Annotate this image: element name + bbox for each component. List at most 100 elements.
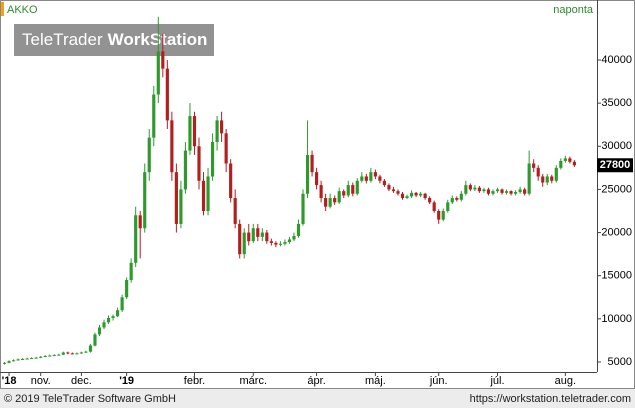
candle-body xyxy=(179,189,183,224)
interval: naponta xyxy=(553,4,594,16)
candle-body xyxy=(11,360,16,362)
candle-body xyxy=(138,215,142,229)
candle-body xyxy=(210,141,215,177)
candle-body xyxy=(342,191,346,196)
symbol-marker xyxy=(1,2,4,16)
candle-body xyxy=(43,355,47,357)
candle-body xyxy=(382,180,387,186)
y-tick-label: 20000 xyxy=(601,226,632,238)
candle-body xyxy=(111,316,115,318)
candle-body xyxy=(391,189,396,192)
candle-body xyxy=(120,297,124,311)
candle-body xyxy=(125,280,129,298)
candle-body xyxy=(504,191,509,193)
candle-body xyxy=(88,345,93,352)
candle-body xyxy=(518,189,522,193)
candle-body xyxy=(486,189,491,194)
candle-body xyxy=(455,198,459,200)
candle-body xyxy=(161,51,165,69)
candle-body xyxy=(238,223,242,255)
candle-body xyxy=(310,154,314,173)
candle-body xyxy=(152,94,156,138)
candle-body xyxy=(70,353,74,355)
candle-body xyxy=(2,362,7,364)
candle-body xyxy=(192,116,197,147)
candle-body xyxy=(482,189,486,192)
candle-body xyxy=(541,176,545,183)
candle-body xyxy=(84,351,88,353)
x-tick-label: júl. xyxy=(489,375,504,387)
candle-body xyxy=(224,133,228,164)
candle-body xyxy=(97,327,102,335)
candle-body xyxy=(405,196,409,199)
y-tick-label: 10000 xyxy=(601,313,632,325)
candle-body xyxy=(400,193,405,199)
candle-body xyxy=(156,51,160,95)
candle-body xyxy=(66,352,70,354)
candle-body xyxy=(260,232,264,237)
candle-body xyxy=(414,192,418,196)
candle-body xyxy=(21,358,25,360)
candle-body xyxy=(554,167,558,181)
candle-body xyxy=(143,172,147,229)
candle-body xyxy=(129,262,133,281)
candle-body xyxy=(16,359,20,361)
x-tick-label: dec. xyxy=(71,375,92,387)
x-tick-label: márc. xyxy=(240,375,268,387)
candle-body xyxy=(206,176,210,211)
x-tick-label: máj. xyxy=(365,375,386,387)
candle-body xyxy=(523,189,527,194)
candle-body xyxy=(559,160,563,168)
x-tick-label: aug. xyxy=(555,375,576,387)
candle-body xyxy=(360,176,364,181)
candle-body xyxy=(147,137,151,173)
candle-body xyxy=(351,185,355,194)
candle-body xyxy=(477,187,481,192)
copyright: © 2019 TeleTrader Software GmbH xyxy=(4,393,176,405)
candle-body xyxy=(346,185,350,196)
candle-body xyxy=(491,191,495,194)
candle-body xyxy=(165,68,169,121)
y-tick-label: 40000 xyxy=(601,54,632,66)
candle-body xyxy=(201,180,206,211)
candle-body xyxy=(233,198,237,224)
candle-body xyxy=(355,180,359,194)
candle-body xyxy=(315,172,319,186)
last-price-box xyxy=(597,158,633,173)
x-tick-label: ápr. xyxy=(307,375,325,387)
candle-body xyxy=(247,232,251,242)
candle-body xyxy=(75,353,79,355)
candle-body xyxy=(468,185,472,190)
candle-body xyxy=(292,236,296,240)
candle-body xyxy=(305,154,310,194)
candle-body xyxy=(550,176,554,181)
candle-body xyxy=(265,232,269,242)
y-tick-label: 15000 xyxy=(601,270,632,282)
candle-body xyxy=(495,189,500,192)
candle-body xyxy=(328,198,332,207)
candle-body xyxy=(242,232,246,255)
watermark-part: WorkStation xyxy=(108,30,208,49)
candle-body xyxy=(387,185,391,190)
x-tick-label: '19 xyxy=(119,375,134,387)
candle-body xyxy=(432,202,436,211)
candle-body xyxy=(324,198,328,207)
candle-body xyxy=(134,215,138,263)
candle-body xyxy=(333,198,337,203)
url[interactable]: https://workstation.teletrader.com xyxy=(470,393,631,405)
candle-body xyxy=(39,356,43,358)
footer xyxy=(0,389,635,408)
candle-body xyxy=(509,191,513,194)
candle-body xyxy=(364,176,368,181)
candle-body xyxy=(373,172,377,177)
candle-body xyxy=(536,167,540,177)
candle-body xyxy=(545,176,549,183)
candle-body xyxy=(34,357,38,359)
candle-body xyxy=(527,163,531,194)
candle-body xyxy=(473,187,477,190)
candle-body xyxy=(102,322,106,328)
candle-body xyxy=(287,239,292,243)
candle-body xyxy=(251,228,255,242)
candle-body xyxy=(106,317,111,323)
